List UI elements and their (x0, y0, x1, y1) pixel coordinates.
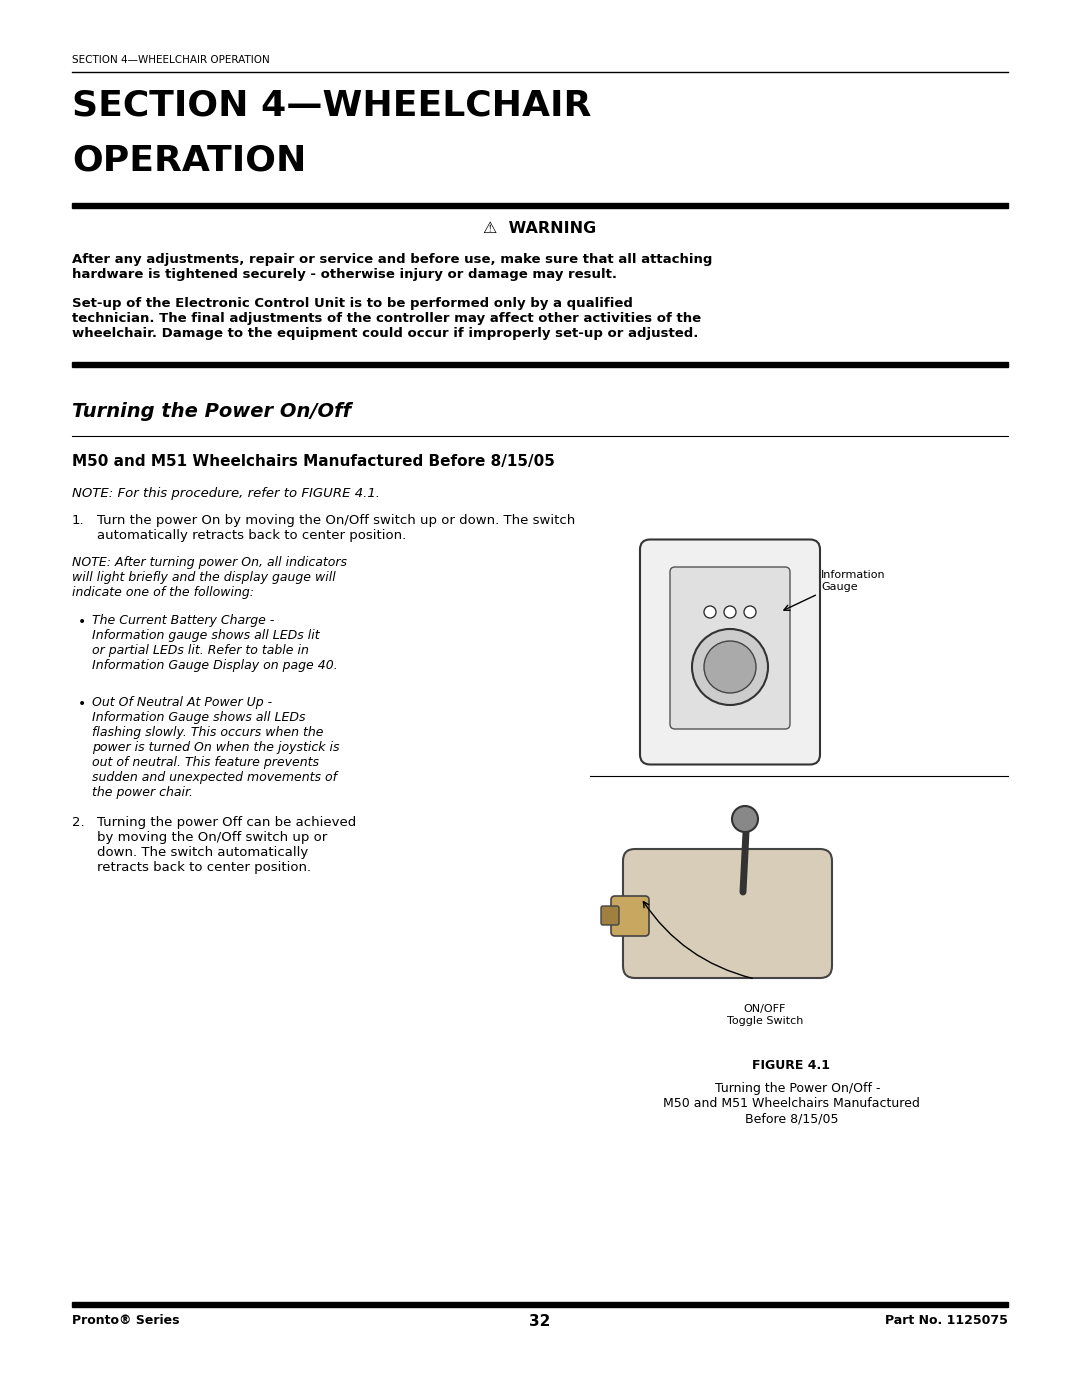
Circle shape (704, 606, 716, 617)
Circle shape (732, 806, 758, 833)
Text: ON/OFF
Toggle Switch: ON/OFF Toggle Switch (727, 1004, 804, 1025)
Circle shape (744, 606, 756, 617)
FancyBboxPatch shape (623, 849, 832, 978)
Text: 1.: 1. (72, 514, 84, 527)
Text: NOTE: For this procedure, refer to FIGURE 4.1.: NOTE: For this procedure, refer to FIGUR… (72, 488, 380, 500)
Text: The Current Battery Charge -
Information gauge shows all LEDs lit
or partial LED: The Current Battery Charge - Information… (92, 615, 338, 672)
Text: •: • (78, 697, 86, 711)
Text: Pronto® Series: Pronto® Series (72, 1315, 179, 1327)
Text: Turning the Power On/Off: Turning the Power On/Off (72, 402, 351, 420)
Text: ⚠  WARNING: ⚠ WARNING (484, 221, 596, 236)
Text: Information
Gauge: Information Gauge (821, 570, 886, 592)
Bar (72, 362, 1008, 367)
Circle shape (704, 641, 756, 693)
FancyBboxPatch shape (670, 567, 789, 729)
Text: Part No. 1125075: Part No. 1125075 (886, 1315, 1008, 1327)
FancyBboxPatch shape (600, 907, 619, 925)
Text: SECTION 4—WHEELCHAIR: SECTION 4—WHEELCHAIR (72, 88, 592, 122)
Text: SECTION 4—WHEELCHAIR OPERATION: SECTION 4—WHEELCHAIR OPERATION (72, 54, 270, 66)
Text: OPERATION: OPERATION (72, 142, 307, 177)
Text: 2.: 2. (72, 816, 84, 828)
Circle shape (692, 629, 768, 705)
Text: Turning the Power On/Off -
M50 and M51 Wheelchairs Manufactured
Before 8/15/05: Turning the Power On/Off - M50 and M51 W… (663, 1083, 920, 1125)
FancyBboxPatch shape (640, 539, 820, 764)
Text: NOTE: After turning power On, all indicators
will light briefly and the display : NOTE: After turning power On, all indica… (72, 556, 347, 599)
Text: Set-up of the Electronic Control Unit is to be performed only by a qualified
tec: Set-up of the Electronic Control Unit is… (72, 298, 701, 339)
Text: •: • (78, 615, 86, 629)
Text: 32: 32 (529, 1315, 551, 1329)
Text: After any adjustments, repair or service and before use, make sure that all atta: After any adjustments, repair or service… (72, 253, 713, 281)
Text: Out Of Neutral At Power Up -
Information Gauge shows all LEDs
flashing slowly. T: Out Of Neutral At Power Up - Information… (92, 696, 339, 799)
Text: Turn the power On by moving the On/Off switch up or down. The switch
automatical: Turn the power On by moving the On/Off s… (97, 514, 576, 542)
Bar (72, 1302, 1008, 1308)
FancyBboxPatch shape (611, 895, 649, 936)
Text: M50 and M51 Wheelchairs Manufactured Before 8/15/05: M50 and M51 Wheelchairs Manufactured Bef… (72, 454, 555, 469)
Text: FIGURE 4.1: FIGURE 4.1 (753, 1059, 831, 1071)
Circle shape (724, 606, 735, 617)
Text: Turning the power Off can be achieved
by moving the On/Off switch up or
down. Th: Turning the power Off can be achieved by… (97, 816, 356, 875)
Bar (72, 203, 1008, 208)
